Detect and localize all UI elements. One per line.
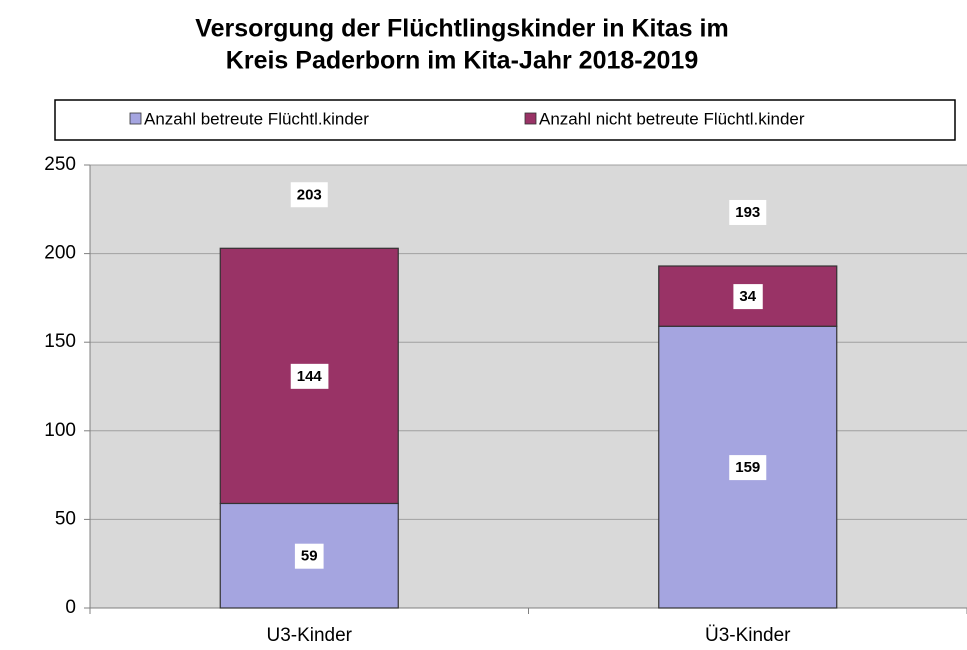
label-box <box>294 543 324 569</box>
value-label: 159 <box>735 459 760 476</box>
value-label: 193 <box>735 204 760 221</box>
value-label: 59 <box>301 548 318 565</box>
label-box <box>733 284 763 310</box>
y-tick-label: 200 <box>44 243 76 264</box>
label-box <box>729 199 767 225</box>
value-label: 144 <box>297 368 323 385</box>
chart-title: Versorgung der Flüchtlingskinder in Kita… <box>195 15 728 43</box>
legend-label: Anzahl betreute Flüchtl.kinder <box>144 109 369 128</box>
y-tick-label: 150 <box>44 331 76 352</box>
label-box <box>729 455 767 481</box>
label-box <box>290 363 329 389</box>
legend-swatch <box>524 112 537 125</box>
y-tick-label: 0 <box>65 597 76 618</box>
legend-swatch <box>129 112 142 125</box>
value-label: 34 <box>739 288 756 305</box>
label-box <box>290 182 328 208</box>
y-tick-label: 50 <box>55 508 76 529</box>
legend-label: Anzahl nicht betreute Flüchtl.kinder <box>539 109 805 128</box>
chart-title: Kreis Paderborn im Kita-Jahr 2018-2019 <box>226 47 698 75</box>
value-label: 203 <box>297 186 322 203</box>
x-tick-label: U3-Kinder <box>266 625 352 646</box>
legend-box <box>54 99 956 141</box>
y-tick-label: 100 <box>44 420 76 441</box>
x-tick-label: Ü3-Kinder <box>705 625 791 646</box>
y-tick-label: 250 <box>44 154 76 175</box>
